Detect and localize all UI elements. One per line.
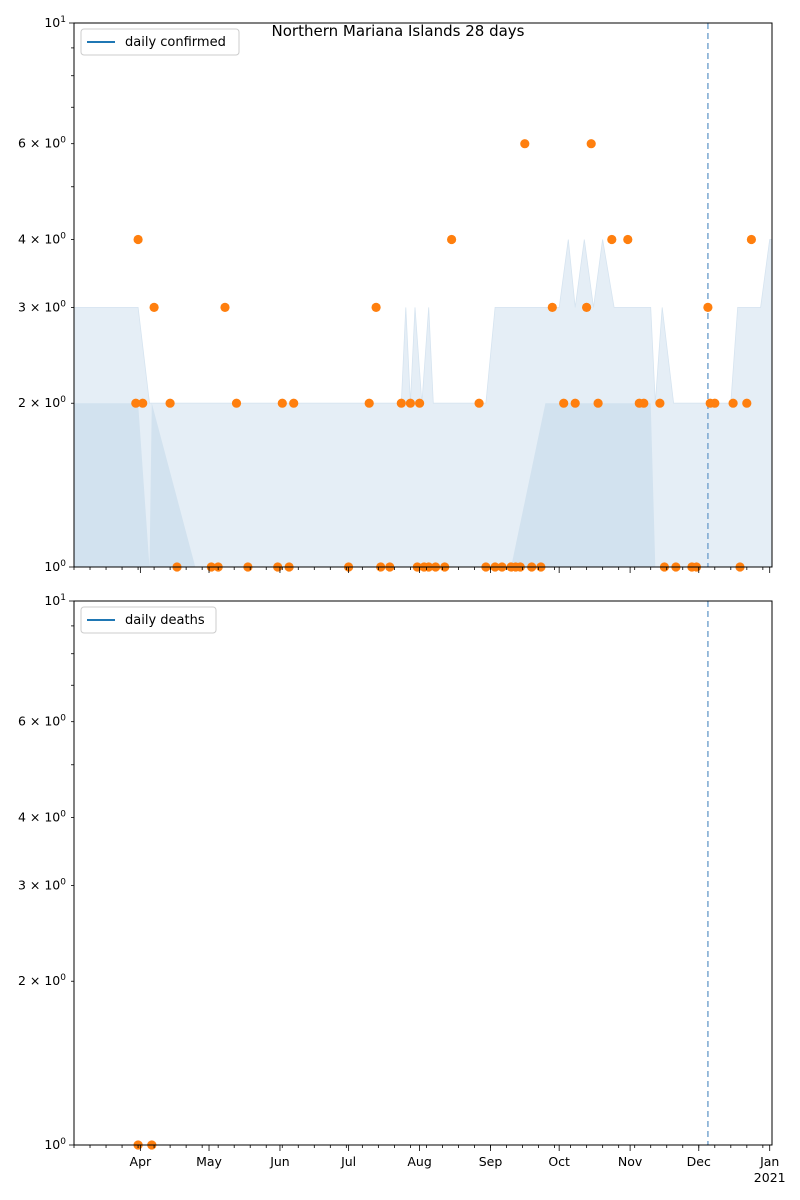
plot-frame (73, 22, 773, 568)
x-tick-label: Jul (340, 1154, 356, 1169)
y-tick-label: 101 (44, 593, 66, 608)
data-point (623, 234, 633, 245)
x-tick-label: Jan (759, 1154, 779, 1169)
data-point (559, 398, 569, 408)
data-point (710, 398, 720, 408)
data-point (277, 398, 287, 408)
legend: daily confirmed (80, 28, 240, 56)
data-point (165, 398, 175, 408)
y-tick-label: 3 × 100 (18, 299, 66, 314)
data-point (547, 302, 557, 312)
y-tick-label: 4 × 100 (18, 809, 66, 824)
x-tick-label: Aug (407, 1154, 431, 1169)
y-tick-label: 6 × 100 (18, 714, 66, 729)
data-point (593, 398, 603, 408)
panel-daily-confirmed: 100 101 2 × 100 3 × 100 4 × 100 6 × 100 daily… (18, 15, 773, 574)
x-tick-label: Jun (269, 1154, 290, 1169)
y-axis: 100 101 2 × 100 3 × 100 4 × 100 6 × 100 (18, 593, 74, 1152)
data-point (289, 398, 299, 408)
y-tick-label: 101 (44, 15, 66, 30)
data-point (742, 398, 752, 408)
panel-daily-deaths: 100 101 2 × 100 3 × 100 4 × 100 6 × 100 Apr Ma… (18, 593, 786, 1185)
legend-box (80, 28, 240, 56)
x-tick-label: Apr (130, 1154, 152, 1169)
y-tick-label: 4 × 100 (18, 231, 66, 246)
data-point (520, 139, 530, 149)
y-tick-label: 2 × 100 (18, 395, 66, 410)
data-point (703, 302, 713, 312)
data-point (746, 234, 757, 245)
x-axis (73, 567, 771, 573)
data-point (415, 398, 425, 408)
data-point (607, 234, 617, 245)
data-point (133, 234, 143, 245)
data-point (586, 139, 596, 149)
data-point (447, 234, 457, 245)
x-tick-label: May (196, 1154, 222, 1169)
x-year-label: 2021 (754, 1170, 786, 1185)
chart-title: Northern Mariana Islands 28 days (272, 22, 525, 40)
data-point (582, 302, 592, 312)
plot-frame (73, 600, 773, 1146)
legend-box (80, 606, 217, 634)
band-inner (74, 403, 772, 567)
data-point (728, 398, 738, 408)
data-point (231, 398, 242, 408)
x-tick-label: Dec (687, 1154, 711, 1169)
x-axis (73, 1145, 771, 1151)
y-tick-label: 100 (44, 1137, 66, 1152)
data-point (131, 398, 141, 408)
data-point (149, 302, 159, 312)
data-point (138, 398, 148, 408)
y-axis: 100 101 2 × 100 3 × 100 4 × 100 6 × 100 (18, 15, 74, 574)
data-point (570, 398, 580, 408)
data-point (474, 398, 484, 408)
legend-label: daily confirmed (125, 35, 226, 50)
data-point (396, 398, 406, 408)
legend-label: daily deaths (125, 613, 205, 628)
y-tick-label: 6 × 100 (18, 136, 66, 151)
data-point (364, 398, 374, 408)
data-point (655, 398, 665, 408)
x-tick-label: Nov (618, 1154, 643, 1169)
data-point (405, 398, 415, 408)
legend: daily deaths (80, 606, 217, 634)
y-tick-label: 2 × 100 (18, 973, 66, 988)
x-tick-label: Oct (548, 1154, 570, 1169)
y-tick-label: 100 (44, 559, 66, 574)
x-tick-label: Sep (479, 1154, 503, 1169)
data-point (220, 302, 230, 312)
y-tick-label: 3 × 100 (18, 877, 66, 892)
data-point (371, 302, 381, 312)
data-point (639, 398, 649, 408)
